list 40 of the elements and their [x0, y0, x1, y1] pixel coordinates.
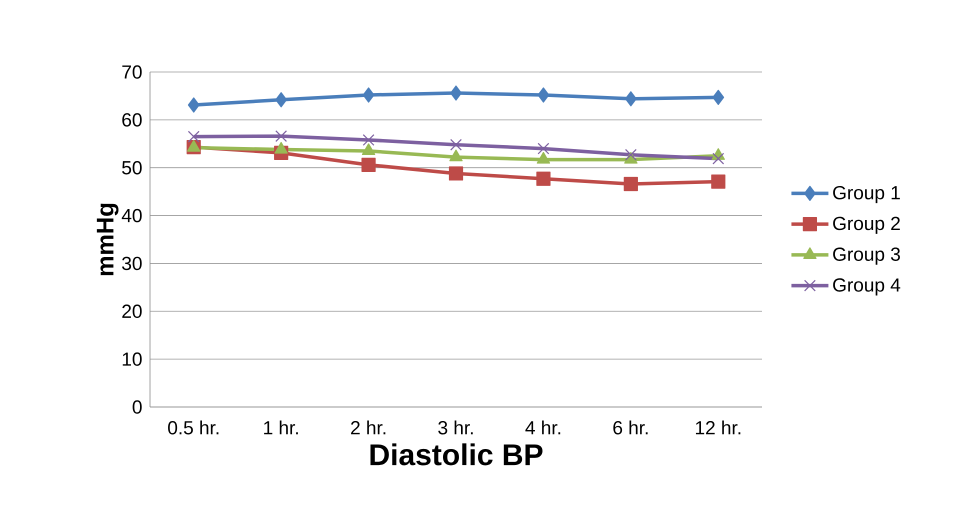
- point: [625, 91, 637, 106]
- point: [275, 130, 288, 142]
- x-tick-label: 2 hr.: [351, 420, 386, 434]
- point: [536, 172, 551, 186]
- y-tick-label: 60: [122, 113, 142, 127]
- point: [450, 85, 462, 101]
- legend-label: Group 2: [833, 216, 900, 234]
- point: [362, 134, 374, 146]
- point: [538, 87, 550, 103]
- point: [361, 158, 376, 172]
- point: [624, 176, 638, 192]
- y-tick-label: 70: [122, 65, 142, 79]
- point: [448, 166, 464, 181]
- x-axis-title: Diastolic BP: [370, 443, 542, 466]
- x-tick-label: 12 hr.: [696, 420, 740, 434]
- x-tick-label: 6 hr.: [613, 420, 648, 434]
- point: [450, 138, 462, 151]
- point: [624, 148, 637, 161]
- x-tick-label: 3 hr.: [438, 420, 473, 434]
- x-tick-label: 0.5 hr.: [168, 420, 218, 434]
- legend-label: Group 3: [833, 247, 900, 265]
- y-tick-label: 0: [132, 400, 142, 414]
- y-tick-label: 40: [122, 208, 142, 222]
- point: [188, 130, 200, 143]
- y-tick-label: 30: [122, 256, 142, 270]
- point: [712, 152, 724, 165]
- point: [275, 92, 287, 108]
- x-tick-label: 4 hr.: [525, 420, 560, 434]
- point: [538, 142, 550, 154]
- point: [712, 90, 724, 105]
- y-tick-label: 20: [122, 304, 142, 318]
- point: [362, 87, 374, 103]
- y-axis-title: mmHg: [96, 204, 118, 276]
- legend-label: Group 4: [833, 278, 900, 296]
- y-tick-label: 10: [122, 352, 142, 366]
- point: [711, 174, 726, 189]
- x-tick-label: 1 hr.: [264, 420, 298, 434]
- legend-label: Group 1: [833, 186, 900, 204]
- y-tick-label: 50: [122, 160, 142, 174]
- point: [188, 97, 200, 113]
